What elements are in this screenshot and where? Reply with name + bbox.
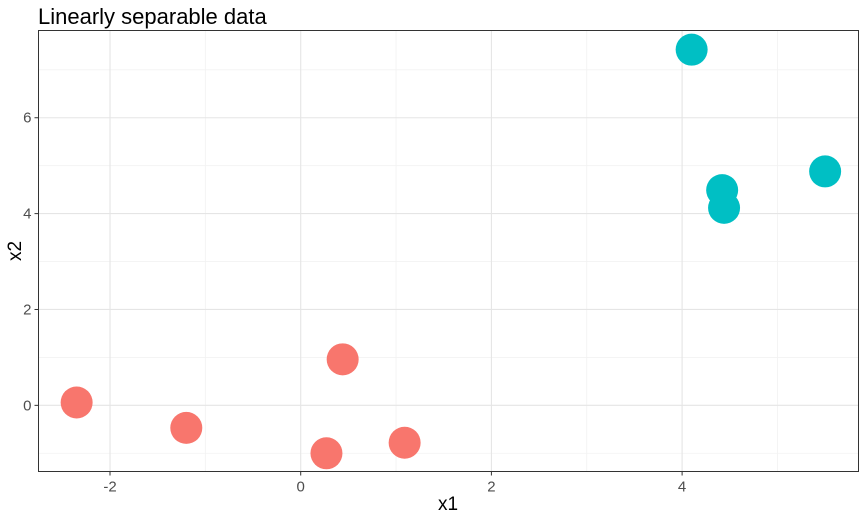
- scatter-point: [388, 426, 421, 459]
- scatter-point: [675, 33, 708, 66]
- scatter-point: [60, 386, 93, 419]
- scatter-point: [170, 411, 203, 444]
- y-axis-ticks: 0 2 4 6: [23, 110, 39, 414]
- major-grid: [38, 30, 859, 472]
- scatter-point: [310, 437, 343, 470]
- x-axis-label: x1: [438, 494, 458, 515]
- scatter-point: [326, 343, 359, 376]
- x-tick-label: -2: [103, 479, 116, 496]
- y-tick-label: 0: [23, 397, 31, 414]
- x-axis-ticks: -2 0 2 4: [103, 471, 686, 496]
- plot-panel: [38, 30, 859, 472]
- x-tick-label: 4: [678, 479, 686, 496]
- x-tick-label: 0: [297, 479, 305, 496]
- scatter-point: [809, 155, 842, 188]
- chart-title: Linearly separable data: [38, 4, 267, 29]
- y-tick-label: 6: [23, 110, 31, 127]
- x-tick-label: 2: [487, 479, 495, 496]
- plot-border: [38, 30, 859, 472]
- scatter-point: [708, 191, 741, 224]
- y-tick-label: 2: [23, 301, 31, 318]
- y-tick-label: 4: [23, 206, 31, 223]
- y-axis-label: x2: [5, 241, 26, 261]
- data-points: [60, 33, 842, 470]
- minor-grid: [38, 30, 859, 472]
